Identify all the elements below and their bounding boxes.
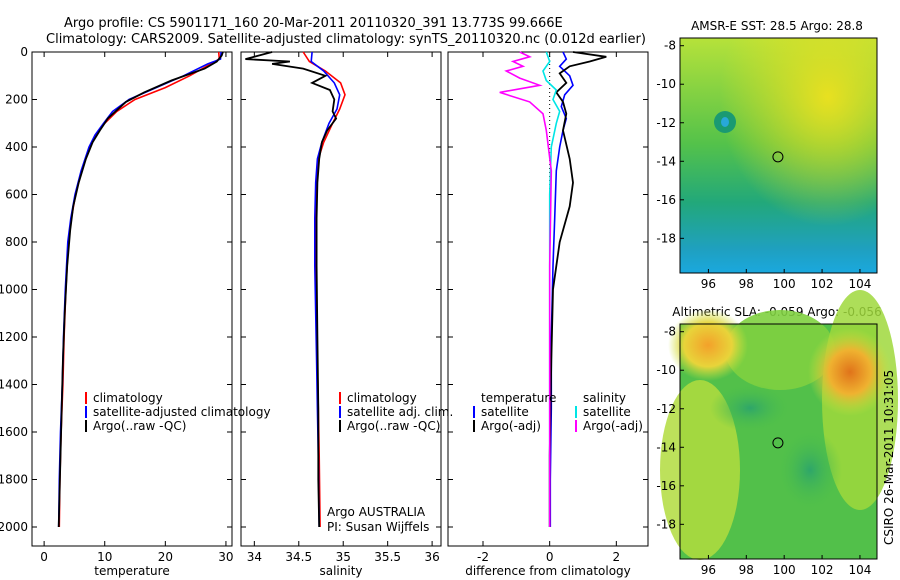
sst-axes: 96 98 100 102 104 -8 -10 -12 -14 -16 -18 — [656, 39, 871, 291]
sst-x-tick-label: 102 — [811, 277, 834, 291]
sst-y-tick-label: -16 — [656, 193, 676, 207]
legend-label-temp-satellite: satellite — [481, 405, 529, 419]
sst-y-tick-label: -8 — [664, 39, 676, 53]
salinity-x-tick-label: 35.5 — [374, 550, 401, 564]
sla-axes: 96 98 100 102 104 -8 -10 -12 -14 -16 -18 — [656, 325, 871, 577]
sst-frame — [679, 37, 878, 274]
temperature-x-tick-label: 10 — [97, 550, 112, 564]
salinity-frame — [240, 51, 442, 547]
temperature-y-tick-label: 1600 — [0, 425, 28, 439]
salinity-x-tick-label: 36 — [424, 550, 439, 564]
sla-y-tick-label: -8 — [664, 325, 676, 339]
temperature-y-tick-label: 200 — [5, 93, 28, 107]
temperature-y-tick-label: 1800 — [0, 473, 28, 487]
temperature-series-argo-raw-qc- — [57, 51, 224, 528]
sla-y-tick-label: -10 — [656, 363, 676, 377]
temperature-y-tick-label: 2000 — [0, 520, 28, 534]
legend-label-argo: Argo(..raw -QC) — [347, 419, 440, 433]
sla-y-tick-label: -12 — [656, 402, 676, 416]
sst-x-tick-label: 98 — [739, 277, 754, 291]
difference-series-temperature-argo-adj- — [548, 51, 607, 527]
legend-label-sal-argo: Argo(-adj) — [583, 419, 643, 433]
difference-legend: temperature salinity satellite Argo(-adj… — [473, 391, 643, 433]
salinity-legend: climatology satellite adj. clim. Argo(..… — [327, 391, 453, 534]
legend-label-satellite: satellite adj. clim. — [347, 405, 453, 419]
temperature-y-tick-label: 0 — [20, 45, 28, 59]
sla-y-tick-label: -16 — [656, 479, 676, 493]
sla-x-tick-label: 102 — [811, 563, 834, 577]
sla-y-tick-label: -14 — [656, 440, 676, 454]
credit-stamp: CSIRO 26-Mar-2011 10:31:05 — [882, 370, 896, 545]
sla-high-east — [808, 328, 892, 416]
temperature-x-tick-label: 20 — [158, 550, 173, 564]
salinity-series-argo-raw-qc- — [245, 51, 338, 528]
salinity-x-tick-label: 35 — [336, 550, 351, 564]
header-line-1: Argo profile: CS 5901171_160 20-Mar-2011… — [64, 16, 563, 31]
sst-y-tick-label: -18 — [656, 231, 676, 245]
difference-series-salinity-argo-adj- — [499, 51, 553, 527]
sla-frame — [679, 323, 878, 560]
temperature-panel: 0 10 20 30 0 200 400 600 800 1000 1200 1400 1600 1800… — [0, 45, 234, 578]
difference-frame — [447, 51, 649, 547]
salinity-x-tick-label: 34.5 — [285, 550, 312, 564]
legend-label-satellite: satellite-adjusted climatology — [93, 405, 271, 419]
sst-x-tick-label: 104 — [848, 277, 871, 291]
salinity-x-axis-label: salinity — [319, 564, 362, 578]
temperature-y-tick-label: 1000 — [0, 283, 28, 297]
sst-x-tick-label: 96 — [701, 277, 716, 291]
temperature-frame — [31, 51, 233, 547]
sla-x-tick-label: 98 — [739, 563, 754, 577]
sst-cold-core — [721, 117, 729, 127]
salinity-panel: 34 34.5 35 35.5 36 salinity — [240, 51, 442, 578]
sla-low-1 — [710, 384, 790, 432]
temperature-legend: climatology satellite-adjusted climatolo… — [85, 391, 271, 433]
difference-x-tick-label: 0 — [546, 550, 554, 564]
sla-high-west — [668, 309, 748, 381]
temperature-y-tick-label: 600 — [5, 188, 28, 202]
argo-credit-line-2: PI: Susan Wijffels — [327, 520, 429, 534]
sst-y-tick-label: -10 — [656, 77, 676, 91]
sst-y-tick-label: -14 — [656, 154, 676, 168]
salinity-series-satellite-adj-clim- — [310, 51, 341, 528]
legend-label-climatology: climatology — [347, 391, 417, 405]
legend-label-climatology: climatology — [93, 391, 163, 405]
sla-argo-position-marker — [772, 437, 784, 449]
difference-x-tick-label: -2 — [477, 550, 489, 564]
salinity-x-tick-label: 34 — [247, 550, 262, 564]
sst-warm-region — [680, 38, 877, 273]
sla-x-tick-label: 100 — [773, 563, 796, 577]
header-line-2: Climatology: CARS2009. Satellite-adjuste… — [46, 32, 646, 47]
temperature-x-tick-label: 30 — [218, 550, 233, 564]
sla-map: 96 98 100 102 104 -8 -10 -12 -14 -16 -18 — [656, 290, 898, 577]
sst-map: 96 98 100 102 104 -8 -10 -12 -14 -16 -18 — [656, 37, 878, 291]
sla-light-band — [725, 310, 835, 390]
temperature-y-tick-label: 1400 — [0, 378, 28, 392]
argo-credit-line-1: Argo AUSTRALIA — [327, 505, 426, 519]
temperature-y-tick-label: 1200 — [0, 330, 28, 344]
legend-label-sal-satellite: satellite — [583, 405, 631, 419]
sla-x-tick-label: 96 — [701, 563, 716, 577]
temperature-y-tick-label: 800 — [5, 235, 28, 249]
temperature-x-axis-label: temperature — [94, 564, 169, 578]
difference-x-tick-label: 2 — [613, 550, 621, 564]
sst-x-tick-label: 100 — [773, 277, 796, 291]
sst-map-title: AMSR-E SST: 28.5 Argo: 28.8 — [691, 19, 863, 33]
sst-y-tick-label: -12 — [656, 116, 676, 130]
difference-x-axis-label: difference from climatology — [465, 564, 631, 578]
sla-x-tick-label: 104 — [848, 563, 871, 577]
legend-title-temperature: temperature — [481, 391, 556, 405]
legend-label-temp-argo: Argo(-adj) — [481, 419, 541, 433]
legend-label-argo: Argo(..raw -QC) — [93, 419, 186, 433]
temperature-x-tick-label: 0 — [40, 550, 48, 564]
legend-title-salinity: salinity — [583, 391, 626, 405]
sla-low-2 — [778, 430, 842, 510]
sst-argo-position-marker — [772, 151, 784, 163]
sla-y-tick-label: -18 — [656, 517, 676, 531]
temperature-y-tick-label: 400 — [5, 140, 28, 154]
